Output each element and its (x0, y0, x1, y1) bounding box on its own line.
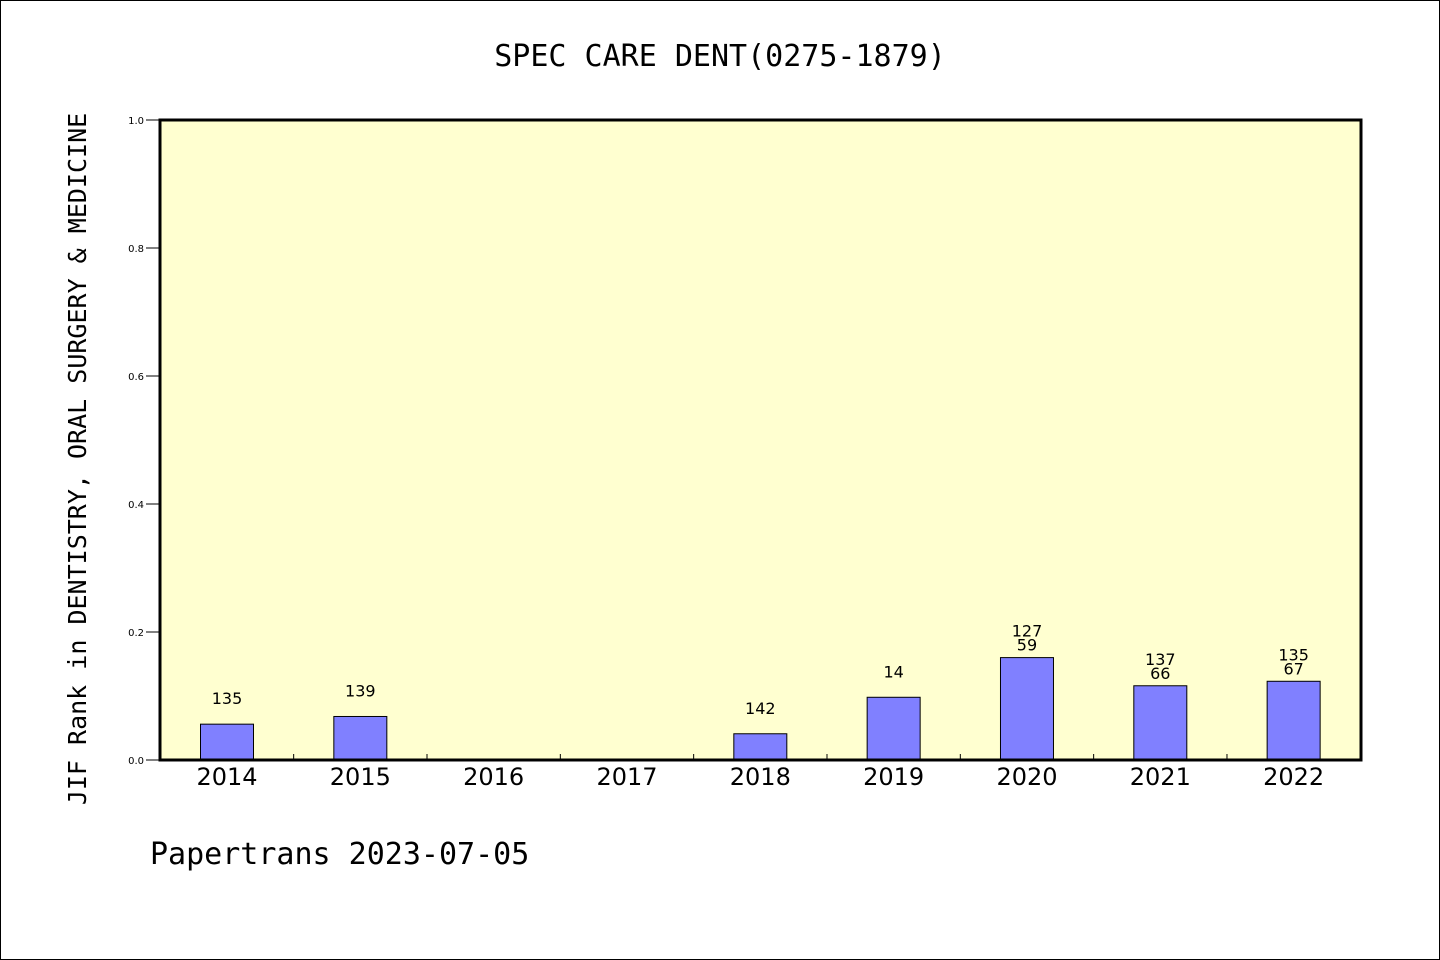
bar-2015 (333, 715, 388, 761)
bar-value-label: 137 (1145, 650, 1176, 669)
x-tick-label: 2015 (330, 763, 391, 791)
y-tick-label: 0.0 (128, 756, 144, 767)
y-tick-label: 0.4 (128, 500, 144, 511)
x-tick-label: 2020 (996, 763, 1057, 791)
bar-value-label: 66 (1150, 664, 1170, 683)
bar-value-label: 59 (1017, 636, 1037, 655)
bar-2021 (1133, 685, 1188, 761)
bar-value-label: 135 (1278, 645, 1309, 664)
footer-credit: Papertrans 2023-07-05 (150, 837, 529, 872)
x-tick-label: 2019 (863, 763, 924, 791)
bar-2014 (200, 723, 254, 761)
x-tick-label: 2021 (1130, 763, 1191, 791)
x-tick-label: 2017 (596, 763, 657, 791)
y-axis: 0.0 0.2 0.4 0.6 0.8 1.0 (128, 116, 160, 767)
y-tick-label: 0.2 (128, 628, 144, 639)
x-tick-label: 2014 (196, 763, 257, 791)
x-tick-label: 2022 (1263, 763, 1324, 791)
bar-value-label: 135 (212, 689, 243, 708)
y-tick-label: 0.6 (128, 372, 144, 383)
bar-value-label: 67 (1283, 659, 1303, 678)
chart-title: SPEC CARE DENT(0275-1879) (494, 39, 946, 74)
bar-value-label: 142 (745, 699, 776, 718)
bar-value-label: 127 (1012, 622, 1043, 641)
bar-2020 (999, 657, 1054, 761)
bar-value-label: 14 (883, 662, 903, 681)
bars-layer (200, 657, 1321, 761)
bar-value-label: 139 (345, 681, 376, 700)
y-axis-label: JIF Rank in DENTISTRY, ORAL SURGERY & ME… (63, 113, 92, 805)
plot-border (158, 118, 1363, 762)
x-tick-label: 2016 (463, 763, 524, 791)
bar-2022 (1266, 680, 1321, 761)
bar-2018 (733, 733, 788, 761)
y-tick-label: 0.8 (128, 244, 144, 255)
bar-2019 (866, 696, 921, 761)
y-tick-label: 1.0 (128, 116, 144, 127)
x-tick-label: 2018 (730, 763, 791, 791)
x-axis: 2014 2015 2016 2017 2018 2019 2020 2021 2022 (196, 754, 1324, 791)
plot-area (160, 120, 1361, 760)
